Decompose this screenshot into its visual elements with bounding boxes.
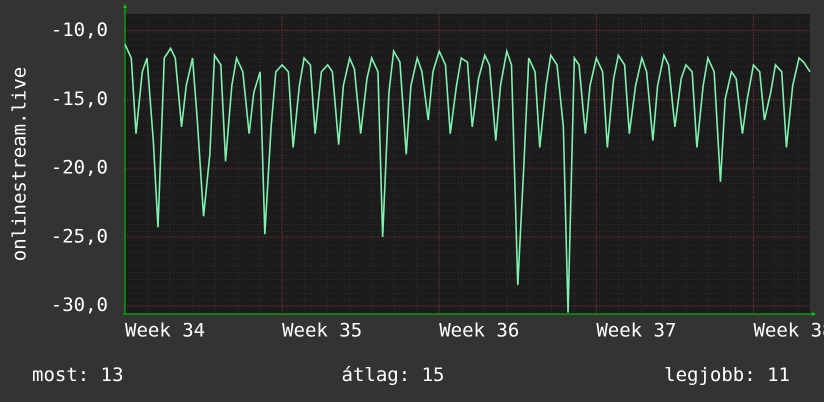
stat-value: 13 — [101, 364, 124, 386]
stat-value: 15 — [422, 364, 445, 386]
stat: legjobb: 11 — [664, 364, 790, 386]
y-tick-label: -25,0 — [51, 225, 108, 247]
series-line — [124, 43, 811, 313]
x-tick-label: Week 34 — [125, 320, 205, 342]
y-tick-label: -10,0 — [51, 19, 108, 41]
grid — [123, 8, 812, 315]
x-axis-arrow — [812, 312, 816, 316]
stat-value: 11 — [767, 364, 790, 386]
marks — [124, 43, 811, 313]
stat: átlag: 15 — [342, 364, 445, 386]
x-tick-label: Week 36 — [439, 320, 519, 342]
y-tick-label: -20,0 — [51, 157, 108, 179]
x-tick-label: Week 35 — [282, 320, 362, 342]
x-tick-label: Week 37 — [596, 320, 676, 342]
x-tick-label: Week 38 — [753, 320, 824, 342]
stat-label: most: — [32, 364, 89, 386]
y-tick-label: -15,0 — [51, 88, 108, 110]
y-axis-arrow — [123, 4, 127, 8]
y-axis-label: onlinestream.live — [9, 67, 31, 261]
stat: most: 13 — [32, 364, 124, 386]
y-tick-label: -30,0 — [51, 294, 108, 316]
stat-label: átlag: — [342, 364, 411, 386]
stat-label: legjobb: — [664, 364, 756, 386]
